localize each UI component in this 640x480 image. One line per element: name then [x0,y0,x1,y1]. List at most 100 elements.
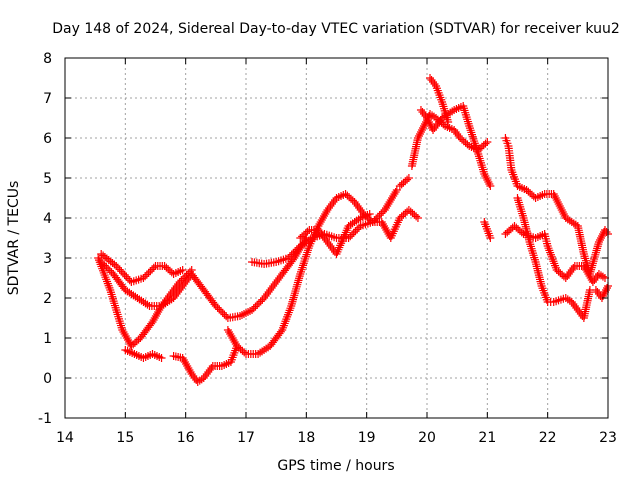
data-point [354,215,363,224]
data-point [481,139,490,148]
data-point [197,375,206,384]
data-point [148,265,157,274]
data-point [248,306,257,314]
data-point [222,312,231,321]
y-tick-label: 4 [43,211,52,227]
data-point [131,292,140,301]
data-point [292,282,301,291]
x-tick-label: 17 [237,430,255,446]
data-point [291,287,300,296]
data-point [157,302,166,310]
data-point [486,182,495,190]
data-point [260,346,269,354]
data-point [244,308,253,316]
data-point [517,228,526,237]
series-arc17 [591,282,612,302]
data-point [590,255,599,264]
data-point [251,302,260,311]
data-point [123,287,132,296]
data-point [262,344,271,353]
x-tick-label: 15 [116,430,134,446]
data-point [483,138,492,146]
data-point [301,254,310,263]
data-point [602,284,611,292]
data-point [483,176,492,184]
data-point [195,376,204,385]
data-point [377,209,386,218]
x-tick-label: 16 [177,430,195,446]
data-point [296,270,305,278]
data-point [302,250,311,259]
data-point [292,245,301,254]
data-point [105,266,114,275]
data-point [558,208,567,216]
data-point [415,130,424,138]
data-point [412,212,421,221]
data-point [159,300,168,309]
data-point [293,278,302,287]
data-point [414,132,423,140]
data-point [557,206,566,214]
data-point [207,364,216,372]
data-point [115,265,124,274]
data-point [289,295,298,304]
data-point [563,215,572,224]
series-arc15 [501,222,609,286]
data-point [118,269,127,278]
data-point [468,132,477,141]
data-marks [94,74,612,386]
data-point [404,174,413,182]
data-point [454,132,463,140]
data-point [430,80,439,88]
series-arc4 [97,250,187,286]
data-point [436,116,445,124]
data-point [124,274,133,283]
data-point [178,266,187,274]
data-point [165,296,174,305]
series-arc11 [416,102,495,190]
data-point [211,302,220,310]
series-arc16 [513,194,594,322]
data-point [344,234,353,242]
data-point [122,272,131,281]
data-point [141,299,150,308]
data-point [284,254,293,262]
data-point [137,296,146,305]
data-point [125,288,134,297]
data-point [293,280,302,289]
data-point [143,300,152,309]
y-tick-label: 6 [43,131,52,147]
data-point [561,214,570,222]
data-point [289,248,298,257]
y-axis-label: SDTVAR / TECUs [6,181,22,296]
data-point [299,259,308,268]
data-point [348,219,357,228]
data-point [235,312,244,320]
y-tick-label: 0 [43,371,52,387]
data-point [601,286,610,294]
data-point [373,212,382,221]
data-point [349,228,358,237]
data-point [391,188,400,196]
y-tick-label: 1 [43,331,52,347]
data-point [425,118,434,126]
data-point [253,300,262,309]
data-point [569,264,578,272]
data-point [295,272,304,281]
series-arc12 [426,74,453,126]
data-point [217,307,226,316]
series-arc5 [169,342,241,386]
data-point [593,272,602,280]
data-point [553,198,562,206]
data-point [295,274,304,283]
data-point [112,262,121,270]
data-point [129,291,138,300]
data-point [249,304,258,313]
x-tick-label: 20 [418,430,436,446]
data-point [102,263,111,272]
data-point [469,134,478,143]
data-point [417,126,426,134]
data-point [296,242,305,250]
data-point [593,244,602,253]
